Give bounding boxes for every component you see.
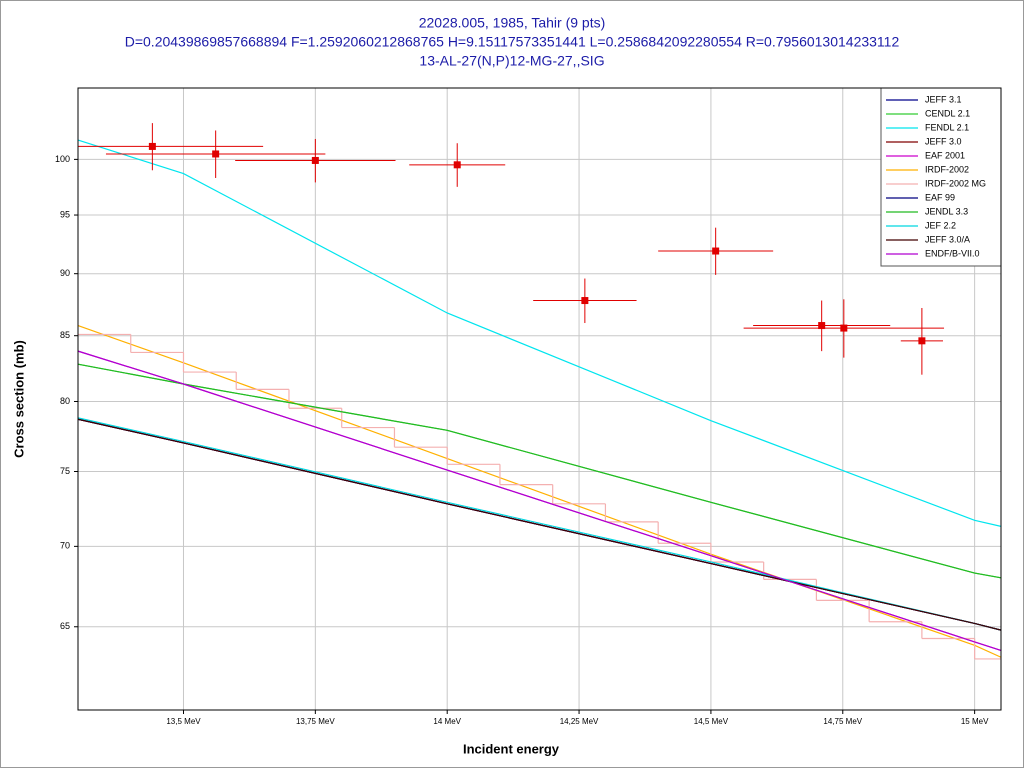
x-tick-label: 14,75 MeV <box>823 717 862 726</box>
legend-label: EAF 2001 <box>925 150 965 160</box>
x-tick-label: 13,5 MeV <box>166 717 201 726</box>
y-tick-label: 100 <box>55 154 70 164</box>
y-tick-label: 75 <box>60 466 70 476</box>
legend-label: FENDL 2.1 <box>925 122 969 132</box>
data-point <box>311 156 319 164</box>
data-point <box>453 161 461 169</box>
data-point <box>712 247 720 255</box>
y-tick-label: 80 <box>60 396 70 406</box>
legend-label: ENDF/B-VII.0 <box>925 248 980 258</box>
x-tick-label: 14,25 MeV <box>560 717 599 726</box>
y-axis-label: Cross section (mb) <box>11 340 26 458</box>
legend-label: EAF 99 <box>925 192 955 202</box>
curve <box>77 139 1002 527</box>
curve <box>77 324 1002 658</box>
x-axis-label: Incident energy <box>463 741 560 756</box>
legend-label: JEFF 3.0 <box>925 136 962 146</box>
y-tick-label: 90 <box>60 268 70 278</box>
y-tick-label: 85 <box>60 330 70 340</box>
y-tick-label: 70 <box>60 541 70 551</box>
x-tick-label: 14,5 MeV <box>694 717 729 726</box>
curve <box>77 418 1002 631</box>
legend-label: JENDL 3.3 <box>925 206 968 216</box>
legend-label: CENDL 2.1 <box>925 108 970 118</box>
x-tick-label: 13,75 MeV <box>296 717 335 726</box>
x-tick-label: 15 MeV <box>961 717 989 726</box>
legend-label: IRDF-2002 MG <box>925 178 986 188</box>
legend-box <box>880 87 1002 267</box>
legend-label: IRDF-2002 <box>925 164 969 174</box>
curve <box>77 350 1002 651</box>
title-line: 22028.005, 1985, Tahir (9 pts) <box>419 15 606 31</box>
title-line: D=0.20439869857668894 F=1.25920602128687… <box>125 34 900 50</box>
curve <box>77 363 1002 579</box>
data-point <box>148 142 156 150</box>
plot-border <box>77 87 1002 711</box>
legend-label: JEF 2.2 <box>925 220 956 230</box>
data-point <box>581 297 589 305</box>
title-line: 13-AL-27(N,P)12-MG-27,,SIG <box>419 53 604 69</box>
x-tick-label: 14 MeV <box>433 717 461 726</box>
y-tick-label: 95 <box>60 209 70 219</box>
y-tick-label: 65 <box>60 621 70 631</box>
data-point <box>918 337 926 345</box>
legend-label: JEFF 3.0/A <box>925 234 970 244</box>
data-point <box>840 324 848 332</box>
data-point <box>818 322 826 330</box>
legend-label: JEFF 3.1 <box>925 94 962 104</box>
data-point <box>212 150 220 158</box>
